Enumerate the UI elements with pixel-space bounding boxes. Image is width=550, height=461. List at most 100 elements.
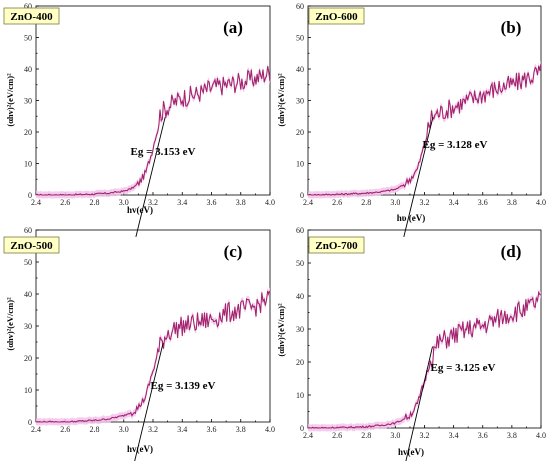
y-tick-label: 20 [296,128,304,137]
x-axis-label: hv(eV) [127,444,153,454]
x-tick-label: 2.4 [303,431,313,440]
y-axis-label: (αhv)²(eV/cm)² [276,73,286,127]
x-tick-label: 2.6 [60,198,70,207]
panel-letter: (b) [501,18,522,37]
sample-label: ZnO-500 [3,236,60,254]
x-tick-label: 3.6 [478,431,488,440]
x-tick-label: 2.8 [90,425,100,434]
x-tick-label: 4.0 [536,431,546,440]
y-tick-label: 40 [24,290,32,299]
panel-c: 2.4 2.6 2.8 3.0 3.2 3.4 3.6 3.8 4.0 0 10 20 30 40 50 60… [3,226,275,461]
x-tick-label: 4.0 [265,198,275,207]
y-tick-label: 10 [24,160,32,169]
x-tick-label: 2.8 [90,198,100,207]
y-tick-label: 60 [24,226,32,235]
x-tick-label: 2.8 [361,431,371,440]
sample-label: ZnO-400 [3,7,60,25]
x-tick-label: 3.8 [236,198,246,207]
x-tick-label: 3.6 [207,198,217,207]
panel-b: 2.4 2.6 2.8 3.0 3.2 3.4 3.6 3.8 4.0 0 10 20 30 40 50 60… [276,2,546,238]
x-tick-label: 3.4 [449,198,459,207]
sample-label: ZnO-700 [308,236,365,254]
x-tick-label: 3.8 [507,431,517,440]
x-tick-label: 3.4 [177,198,187,207]
y-tick-label: 50 [296,259,304,268]
y-tick-label: 50 [24,34,32,43]
x-tick-label: 2.4 [303,198,313,207]
absorption-curve [307,63,542,196]
y-tick-label: 60 [24,2,32,11]
band-gap-annotation: Eg = 3.128 eV [423,139,488,151]
x-tick-label: 3.2 [420,431,430,440]
panel-d: 2.4 2.6 2.8 3.0 3.2 3.4 3.6 3.8 4.0 0 10 20 30 40 50 60… [276,226,546,461]
x-tick-label: 2.4 [31,198,41,207]
y-tick-label: 0 [28,191,32,200]
y-tick-label: 20 [24,354,32,363]
x-tick-label: 2.8 [361,198,371,207]
x-tick-label: 2.6 [332,198,342,207]
x-tick-label: 2.6 [60,425,70,434]
y-tick-label: 10 [24,386,32,395]
y-tick-label: 30 [296,97,304,106]
y-tick-label: 20 [24,128,32,137]
panel-letter: (c) [224,242,243,261]
y-axis-label: (αhv)²(eV/cm)² [5,73,15,127]
x-axis-label: hυ (eV) [397,213,425,223]
y-tick-label: 0 [300,191,304,200]
sample-label-box [308,7,365,25]
sample-label-text: ZnO-700 [315,240,358,252]
x-axis-label: hv(eV) [398,447,424,457]
panel-letter: (d) [501,242,522,261]
sample-label-text: ZnO-600 [315,11,358,23]
x-tick-label: 3.6 [478,198,488,207]
error-band [36,62,270,199]
x-tick-label: 4.0 [536,198,546,207]
band-gap-annotation: Eg = 3.139 eV [151,380,216,392]
x-tick-label: 3.0 [119,198,129,207]
x-tick-label: 3.6 [207,425,217,434]
x-tick-label: 3.0 [390,431,400,440]
absorption-curve [35,290,271,423]
band-gap-annotation: Eg = 3.125 eV [431,362,496,374]
x-tick-label: 3.4 [177,425,187,434]
y-tick-label: 30 [24,322,32,331]
x-tick-label: 3.2 [148,198,158,207]
y-axis-label: (αhv)²(eV/cm)² [276,303,286,357]
x-tick-label: 3.0 [119,425,129,434]
error-band [308,289,541,432]
x-axis-label: hv(eV) [127,205,153,215]
x-tick-label: 3.8 [236,425,246,434]
x-tick-label: 3.2 [420,198,430,207]
sample-label-box [3,236,60,254]
y-tick-label: 20 [296,358,304,367]
y-tick-label: 50 [24,258,32,267]
x-tick-label: 3.0 [390,198,400,207]
x-tick-label: 3.8 [507,198,517,207]
absorption-curve [35,66,271,196]
y-tick-label: 40 [24,65,32,74]
sample-label-text: ZnO-400 [10,11,53,23]
sample-label-box [308,236,365,254]
sample-label: ZnO-600 [308,7,365,25]
tangent-line [135,117,166,238]
tangent-line [405,346,433,461]
y-tick-label: 30 [296,325,304,334]
y-tick-label: 60 [296,2,304,11]
y-tick-label: 50 [296,34,304,43]
x-tick-label: 2.4 [31,425,41,434]
x-tick-label: 4.0 [265,425,275,434]
y-tick-label: 40 [296,65,304,74]
panel-a: 2.4 2.6 2.8 3.0 3.2 3.4 3.6 3.8 4.0 0 10 20 30 40 50 60… [3,2,275,238]
y-tick-label: 40 [296,292,304,301]
absorption-curve [307,290,542,429]
y-tick-label: 0 [28,418,32,427]
sample-label-text: ZnO-500 [10,240,53,252]
y-tick-label: 10 [296,391,304,400]
panel-letter: (a) [223,18,243,37]
sample-label-box [3,7,60,25]
error-band [308,60,541,199]
y-tick-label: 60 [296,226,304,235]
y-tick-label: 10 [296,160,304,169]
tangent-line [403,117,434,238]
